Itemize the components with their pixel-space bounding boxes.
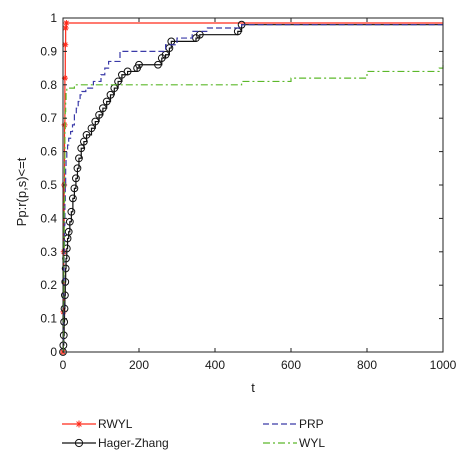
y-tick-label: 0.3 [40, 245, 57, 259]
legend-marker [74, 438, 84, 448]
x-tick-label: 0 [60, 358, 67, 372]
series-1-point-29 [114, 77, 122, 86]
axes: 0 200 400 600 800 1000 0 0.1 0.2 0.3 0.4 0.5 0.6 0.7 0… [40, 11, 456, 372]
series-1-point-7 [61, 264, 70, 273]
y-tick-label: 0.1 [40, 312, 57, 326]
series-1-point-21 [82, 131, 91, 139]
x-axis-title: t [251, 380, 255, 395]
series-line-2 [62, 24, 443, 353]
series-0-point-8 [63, 20, 70, 27]
x-tick-label: 400 [205, 358, 225, 372]
series-0-point-4 [61, 121, 68, 128]
legend: RWYL Hager-Zhang PRP WYL [62, 417, 325, 450]
y-tick-label: 0.9 [40, 44, 57, 58]
legend-label: PRP [299, 417, 324, 431]
series-1-point-26 [102, 97, 111, 106]
series-1-point-34 [154, 60, 162, 69]
series-1-point-20 [80, 137, 88, 146]
series-line-3 [62, 61, 444, 353]
y-tick-label: 0.8 [40, 78, 57, 92]
y-tick-label: 0.7 [40, 111, 57, 125]
series-1-point-19 [77, 144, 86, 153]
series-1-point-25 [99, 104, 107, 113]
series-1-point-22 [87, 124, 96, 133]
series-0-point-5 [61, 75, 68, 82]
y-tick-label: 0.4 [40, 211, 57, 225]
y-tick-label: 0.6 [40, 145, 57, 159]
x-tick-label: 200 [129, 358, 149, 372]
series-1-point-31 [123, 67, 132, 76]
series-1-point-36 [161, 50, 170, 59]
legend-item-1: Hager-Zhang [62, 436, 169, 450]
series-1-point-40 [195, 30, 204, 39]
series-1-point-17 [73, 164, 82, 173]
series-0-point-6 [62, 41, 69, 48]
legend-label: WYL [299, 436, 325, 450]
series-1-point-4 [60, 304, 69, 313]
series-1-point-33 [135, 60, 143, 69]
series-line-1 [62, 24, 443, 353]
x-tick-label: 800 [357, 358, 377, 372]
series-1-point-5 [61, 291, 69, 300]
series-1-point-15 [70, 184, 79, 193]
series-1-point-30 [118, 70, 126, 79]
y-tick-label: 1 [50, 11, 57, 25]
series-1-point-16 [72, 174, 80, 183]
series-1-point-12 [65, 217, 74, 226]
y-tick-label: 0.5 [40, 178, 57, 192]
legend-label: RWYL [98, 417, 133, 431]
series-1-point-14 [68, 194, 77, 203]
series-1-point-11 [64, 227, 73, 236]
legend-marker [75, 420, 83, 428]
y-axis-title: Pp:r(p,s)<=t [14, 157, 29, 226]
legend-label: Hager-Zhang [98, 436, 169, 450]
series-0-point-7 [62, 25, 69, 32]
series-1-point-27 [106, 90, 115, 99]
legend-item-3: WYL [263, 436, 325, 450]
series-1-point-24 [95, 110, 103, 119]
series-1-point-23 [91, 117, 100, 126]
legend-item-0: RWYL [62, 417, 133, 431]
series-1-point-18 [75, 154, 83, 163]
plot-frame [62, 17, 444, 353]
x-tick-label: 1000 [430, 358, 457, 372]
y-tick-label: 0 [50, 345, 57, 359]
x-tick-label: 600 [281, 358, 301, 372]
y-tick-label: 0.2 [40, 278, 57, 292]
legend-item-2: PRP [263, 417, 324, 431]
plot-area [59, 20, 444, 356]
series-1-point-13 [67, 207, 76, 216]
